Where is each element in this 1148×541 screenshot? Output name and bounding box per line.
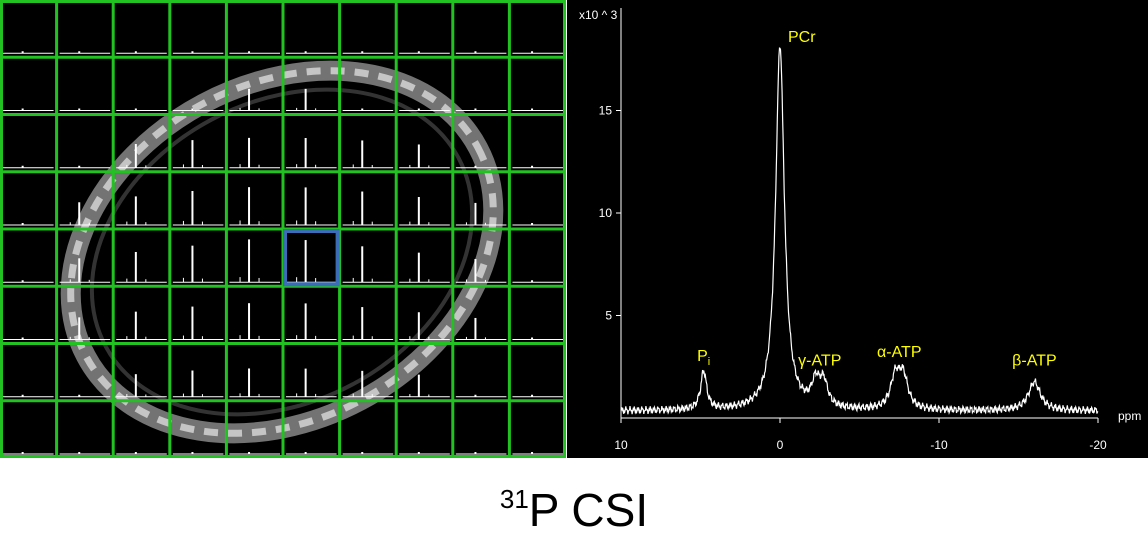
peak-label: PCr <box>788 29 816 46</box>
y-tick-label: 10 <box>599 206 613 220</box>
y-multiplier-label: x10 ^ 3 <box>579 8 618 22</box>
voxel-spectra <box>3 51 563 455</box>
x-tick-label: 10 <box>614 438 628 452</box>
peak-label: α-ATP <box>877 344 922 361</box>
spectrum-panel: 5 10 15 10 0 -10 -20 Pi PCr γ-ATP α-ATP β-ATP x10… <box>567 0 1148 458</box>
y-tick-label: 15 <box>599 104 613 118</box>
x-axis-unit-label: ppm <box>1118 409 1141 423</box>
peak-label: Pi <box>697 348 710 368</box>
voxel-grid-lines <box>0 0 566 458</box>
x-tick-label: 0 <box>777 438 784 452</box>
caption-superscript: 31 <box>499 484 529 514</box>
selected-voxel-box[interactable] <box>283 229 340 287</box>
csi-grid-panel <box>0 0 566 458</box>
peak-labels: Pi PCr γ-ATP α-ATP β-ATP <box>697 29 1057 369</box>
peak-label: γ-ATP <box>798 352 841 369</box>
x-axis: 10 0 -10 -20 <box>614 417 1107 452</box>
peak-label-subscript: i <box>708 356 710 368</box>
x-tick-label: -20 <box>1089 438 1107 452</box>
y-axis: 5 10 15 <box>599 8 622 418</box>
spectrum-trace <box>620 47 1099 416</box>
peak-label: β-ATP <box>1012 352 1056 369</box>
y-tick-label: 5 <box>605 309 612 323</box>
csi-grid-image <box>0 0 566 458</box>
spectrum-chart: 5 10 15 10 0 -10 -20 Pi PCr γ-ATP α-ATP β-ATP x10… <box>579 8 1141 452</box>
x-tick-label: -10 <box>930 438 948 452</box>
figure-caption: 31P CSI <box>0 468 1148 536</box>
caption-text: P CSI <box>528 484 649 536</box>
